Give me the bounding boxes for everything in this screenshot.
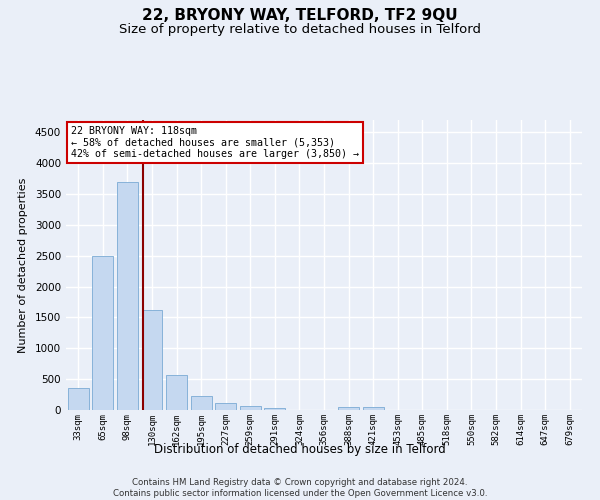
Bar	[92, 256, 113, 410]
Bar	[338, 407, 359, 410]
Text: Distribution of detached houses by size in Telford: Distribution of detached houses by size …	[154, 442, 446, 456]
Bar	[265, 408, 286, 410]
Bar	[68, 388, 89, 410]
Bar	[362, 407, 383, 410]
Bar	[117, 182, 138, 410]
Bar	[166, 374, 187, 410]
Text: 22 BRYONY WAY: 118sqm
← 58% of detached houses are smaller (5,353)
42% of semi-d: 22 BRYONY WAY: 118sqm ← 58% of detached …	[71, 126, 359, 159]
Text: 22, BRYONY WAY, TELFORD, TF2 9QU: 22, BRYONY WAY, TELFORD, TF2 9QU	[142, 8, 458, 22]
Text: Contains HM Land Registry data © Crown copyright and database right 2024.
Contai: Contains HM Land Registry data © Crown c…	[113, 478, 487, 498]
Text: Size of property relative to detached houses in Telford: Size of property relative to detached ho…	[119, 22, 481, 36]
Y-axis label: Number of detached properties: Number of detached properties	[18, 178, 28, 352]
Bar	[240, 406, 261, 410]
Bar	[215, 403, 236, 410]
Bar	[191, 396, 212, 410]
Bar	[142, 310, 163, 410]
